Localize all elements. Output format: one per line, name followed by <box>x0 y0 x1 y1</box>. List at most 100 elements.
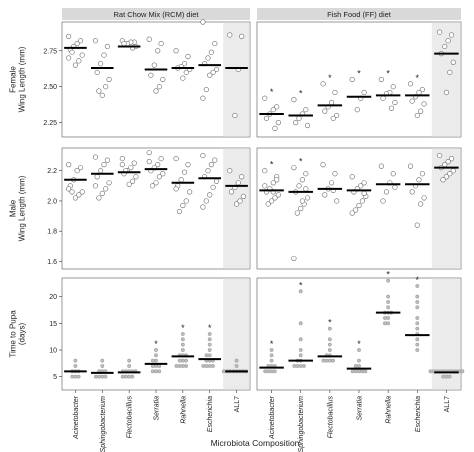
data-point <box>127 374 132 379</box>
facet-strips: Rat Chow Mix (RCM) diet Fish Food (FF) di… <box>62 8 461 20</box>
data-point <box>354 107 360 113</box>
data-point <box>154 364 158 368</box>
data-point <box>183 69 189 75</box>
significance-star: * <box>357 69 361 79</box>
data-point <box>213 178 220 184</box>
significance-star: * <box>328 318 332 328</box>
data-point <box>103 186 109 192</box>
data-point <box>93 374 98 379</box>
data-point <box>106 180 112 186</box>
data-point <box>212 40 218 47</box>
data-point <box>388 105 395 111</box>
data-point <box>103 84 109 90</box>
data-point <box>181 169 188 175</box>
data-point <box>100 364 105 368</box>
data-point <box>418 108 424 114</box>
data-point <box>92 38 99 44</box>
data-point <box>180 348 185 352</box>
y-tick-label: 20 <box>49 294 57 301</box>
data-point <box>270 107 276 113</box>
y-tick-label: 2.50 <box>43 84 57 91</box>
data-point <box>187 189 193 195</box>
x-axis-title: Microbiota Composition <box>211 438 300 448</box>
data-point <box>72 195 79 201</box>
data-point <box>358 183 364 189</box>
data-point <box>378 76 384 83</box>
data-point <box>416 177 422 183</box>
x-tick-label: Acinetobacter <box>73 395 80 439</box>
data-point <box>131 160 137 166</box>
data-point <box>227 32 233 38</box>
data-point <box>328 180 335 186</box>
data-point <box>415 337 420 342</box>
data-point <box>127 358 132 363</box>
data-point <box>207 348 212 352</box>
data-point <box>272 125 278 131</box>
data-point <box>383 316 387 320</box>
data-point <box>157 369 162 374</box>
data-point <box>212 157 218 163</box>
data-point <box>419 86 425 93</box>
significance-star: * <box>357 339 361 349</box>
data-point <box>155 162 161 168</box>
data-point <box>207 342 212 347</box>
data-point <box>70 374 75 379</box>
data-point <box>262 183 268 189</box>
data-point <box>268 198 275 204</box>
data-point <box>303 107 309 113</box>
data-point <box>73 364 78 368</box>
data-point <box>392 184 398 190</box>
data-point <box>327 348 332 352</box>
data-point <box>407 163 414 169</box>
data-point <box>304 122 311 129</box>
y-axis-title-line: Wing Length (mm) <box>18 46 27 112</box>
data-point <box>409 189 415 195</box>
significance-star: * <box>299 280 303 290</box>
data-point <box>378 163 384 169</box>
data-point <box>77 165 84 171</box>
data-point <box>180 358 185 363</box>
data-point <box>274 177 280 183</box>
data-point <box>146 149 152 156</box>
data-point <box>447 69 453 75</box>
data-point <box>299 198 306 204</box>
x-tick-label: Serratia <box>154 396 161 421</box>
data-point <box>275 192 281 198</box>
data-point <box>361 180 367 186</box>
data-point <box>207 332 212 336</box>
data-point <box>207 192 213 198</box>
significance-star: * <box>386 270 390 280</box>
data-point <box>356 202 362 209</box>
data-point <box>185 53 191 60</box>
data-point <box>409 98 415 104</box>
data-point <box>320 81 326 87</box>
data-point <box>173 186 179 192</box>
data-point <box>415 326 420 331</box>
data-point <box>327 342 332 347</box>
data-point <box>407 81 414 87</box>
data-point <box>327 337 332 342</box>
significance-star: * <box>270 87 274 97</box>
significance-star: * <box>270 339 274 349</box>
data-point <box>447 374 452 379</box>
data-point <box>234 358 239 363</box>
data-point <box>361 89 367 96</box>
data-point <box>92 154 99 160</box>
data-point <box>269 353 274 358</box>
data-point <box>221 369 226 374</box>
data-point <box>392 99 398 106</box>
axes: 2.252.502.751.61.82.02.25101520Acinetoba… <box>43 48 451 452</box>
data-point <box>173 155 179 162</box>
data-point <box>304 195 311 201</box>
data-point <box>119 162 125 168</box>
data-point <box>101 162 107 168</box>
data-point <box>349 210 355 216</box>
data-point <box>298 321 303 326</box>
axis-labels: Microbiota Composition FemaleWing Length… <box>9 46 300 448</box>
data-point <box>320 162 326 168</box>
data-point <box>390 84 396 90</box>
data-point <box>183 198 189 204</box>
data-point <box>97 61 104 67</box>
data-point <box>386 305 391 310</box>
data-point <box>349 174 355 180</box>
